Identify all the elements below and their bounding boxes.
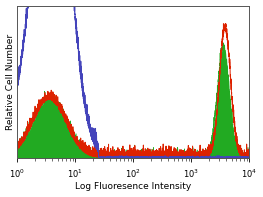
X-axis label: Log Fluoresence Intensity: Log Fluoresence Intensity — [75, 182, 191, 191]
Y-axis label: Relative Cell Number: Relative Cell Number — [6, 34, 14, 130]
